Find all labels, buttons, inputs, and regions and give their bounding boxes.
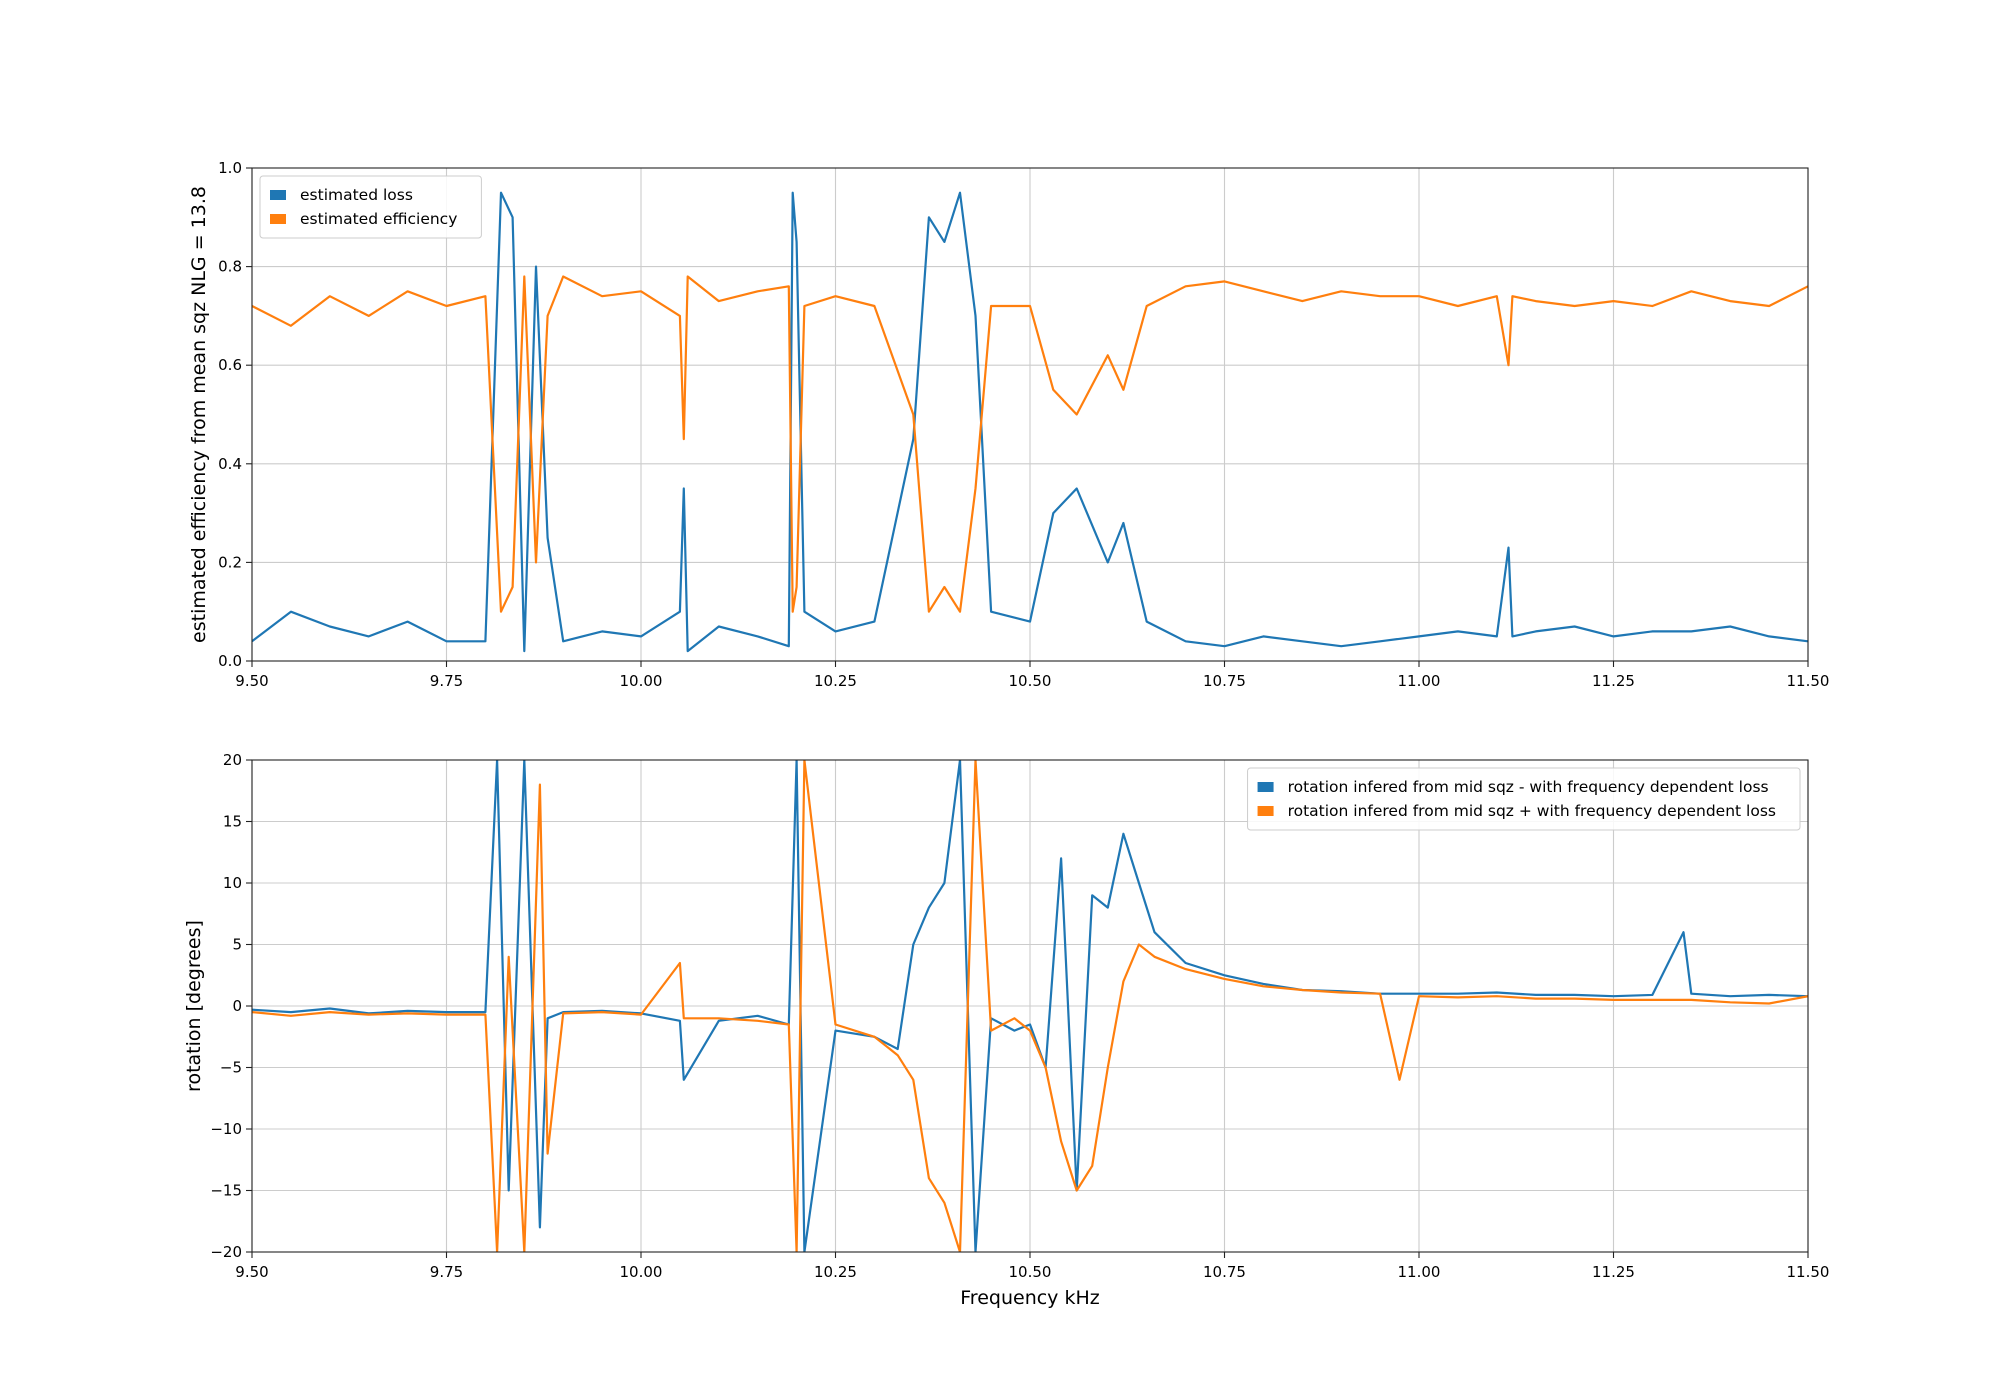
legend-swatch-estimated-loss	[270, 190, 286, 200]
y-tick-label: 5	[232, 936, 242, 954]
x-tick-label: 10.25	[814, 672, 857, 690]
x-tick-label: 10.75	[1203, 672, 1246, 690]
legend-swatch-rotation-minus	[1257, 782, 1274, 792]
y-tick-label: 0.0	[218, 652, 242, 670]
x-tick-label: 10.00	[620, 672, 663, 690]
legend-label-rotation-plus: rotation infered from mid sqz + with fre…	[1288, 802, 1776, 820]
bottom-y-axis-label: rotation [degrees]	[183, 920, 205, 1092]
bottom-legend-box	[1247, 767, 1801, 831]
x-tick-label: 11.00	[1398, 672, 1441, 690]
y-tick-label: 0.6	[218, 356, 242, 374]
y-tick-label: −10	[210, 1120, 242, 1138]
top-axes: 9.50 9.75 10.00 10.25 10.50 10.75 11.00 11.25 11…	[188, 159, 1829, 690]
series-line-blue	[252, 191, 1808, 653]
x-tick-label: 9.50	[235, 1263, 268, 1281]
bottom-x-axis-label: Frequency kHz	[960, 1287, 1099, 1309]
legend-swatch-estimated-efficiency	[270, 214, 286, 224]
y-tick-label: −20	[210, 1243, 242, 1261]
x-tick-label: 10.50	[1009, 672, 1052, 690]
top-series-layer	[252, 191, 1808, 653]
legend-swatch-rotation-plus	[1257, 806, 1274, 816]
y-tick-label: 20	[223, 751, 242, 769]
bottom-legend: rotation infered from mid sqz - with fre…	[1247, 767, 1801, 831]
y-tick-label: 15	[223, 813, 242, 831]
top-y-axis-label: estimated efficiency from mean sqz NLG =…	[188, 186, 210, 643]
y-tick-label: 1.0	[218, 159, 242, 177]
x-tick-label: 11.50	[1787, 1263, 1830, 1281]
series-line-blue	[252, 760, 1808, 1252]
x-tick-label: 9.75	[430, 672, 463, 690]
x-tick-label: 9.50	[235, 672, 268, 690]
x-tick-label: 10.75	[1203, 1263, 1246, 1281]
bottom-series-layer	[252, 760, 1808, 1252]
legend-label-estimated-efficiency: estimated efficiency	[300, 210, 457, 228]
x-tick-label: 10.00	[620, 1263, 663, 1281]
series-line-orange	[252, 275, 1808, 613]
legend-label-estimated-loss: estimated loss	[300, 186, 413, 204]
top-y-ticks: 0.0 0.2 0.4 0.6 0.8 1.0	[218, 159, 252, 670]
x-tick-label: 9.75	[430, 1263, 463, 1281]
top-x-ticks: 9.50 9.75 10.00 10.25 10.50 10.75 11.00 11.25 11…	[235, 661, 1829, 690]
y-tick-label: 10	[223, 874, 242, 892]
y-tick-label: 0.2	[218, 553, 242, 571]
bottom-y-ticks: −20 −15 −10 −5 0 5 10 15 20	[210, 751, 252, 1261]
legend-label-rotation-minus: rotation infered from mid sqz - with fre…	[1288, 778, 1769, 796]
x-tick-label: 10.25	[814, 1263, 857, 1281]
x-tick-label: 11.00	[1398, 1263, 1441, 1281]
x-tick-label: 10.50	[1009, 1263, 1052, 1281]
y-tick-label: −5	[220, 1059, 242, 1077]
y-tick-label: 0.8	[218, 258, 242, 276]
y-tick-label: 0	[232, 997, 242, 1015]
top-legend-box	[259, 175, 482, 239]
y-tick-label: −15	[210, 1182, 242, 1200]
x-tick-label: 11.25	[1592, 672, 1635, 690]
top-legend: estimated loss estimated efficiency	[259, 175, 482, 239]
bottom-axes: 9.50 9.75 10.00 10.25 10.50 10.75 11.00 11.25 11…	[183, 751, 1829, 1309]
x-tick-label: 11.25	[1592, 1263, 1635, 1281]
x-tick-label: 11.50	[1787, 672, 1830, 690]
series-line-orange	[252, 760, 1808, 1252]
bottom-x-ticks: 9.50 9.75 10.00 10.25 10.50 10.75 11.00 11.25 11…	[235, 1252, 1829, 1281]
y-tick-label: 0.4	[218, 455, 242, 473]
